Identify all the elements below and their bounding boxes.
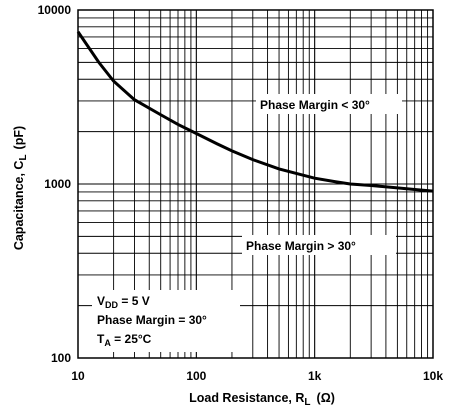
y-tick-label: 1000 [44,177,71,191]
conditions-bg [92,290,240,352]
capacitance-curve [76,30,434,193]
y-tick-label: 100 [51,351,71,365]
plot-frame [77,9,434,359]
annotation-upper: Phase Margin < 30° [260,98,370,112]
annotation-upper-bg [256,94,402,114]
condition-vdd: VDD = 5 V [97,294,150,310]
annotation-lower: Phase Margin > 30° [246,239,356,253]
condition-ta: TA = 25°C [97,332,152,348]
x-tick-label: 100 [186,369,206,383]
y-axis-label: Capacitance, CL(pF) [12,126,29,250]
grid [78,10,433,358]
y-tick-label: 10000 [38,3,72,17]
x-tick-label: 10 [71,369,85,383]
annotation-lower-bg [242,235,396,255]
condition-phase-margin: Phase Margin = 30° [97,313,207,327]
x-tick-label: 10k [423,369,443,383]
x-axis-label: Load Resistance, RL (Ω) [189,391,335,408]
x-tick-label: 1k [308,369,322,383]
